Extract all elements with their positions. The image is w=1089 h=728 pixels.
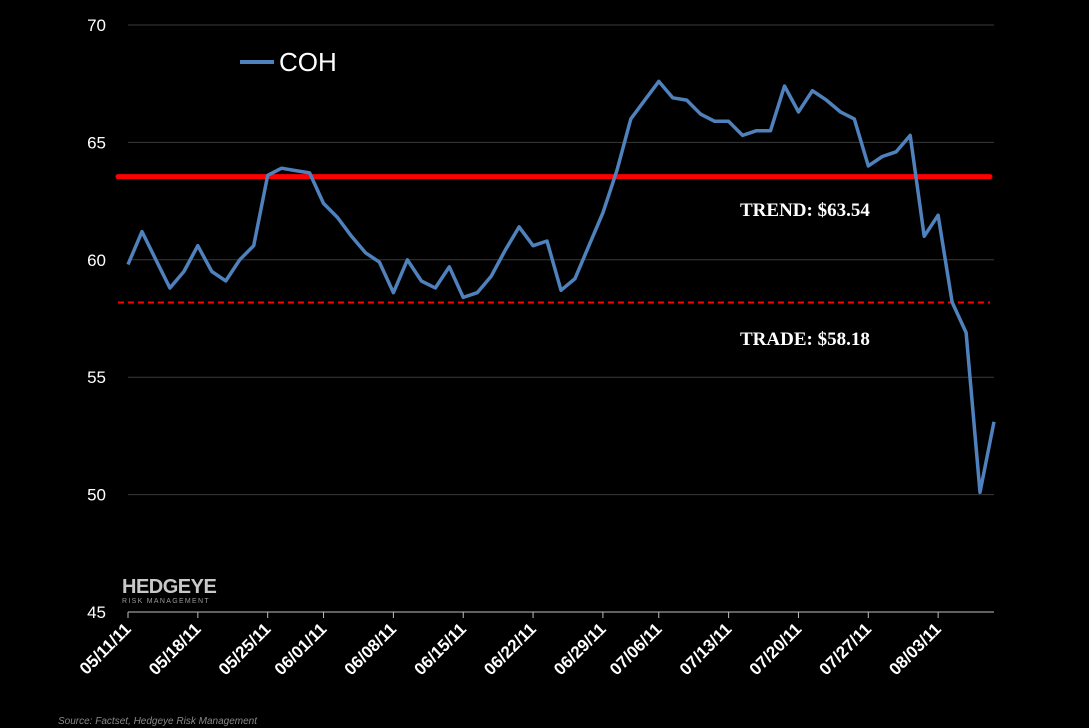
y-tick-label-70: 70 bbox=[87, 16, 106, 35]
y-axis: 45 50 55 60 65 70 bbox=[87, 16, 994, 622]
series-line-coh bbox=[126, 79, 996, 495]
logo-main-text: HEDGEYE bbox=[122, 576, 216, 598]
reference-lines bbox=[115, 174, 993, 304]
legend: COH bbox=[240, 47, 337, 77]
y-tick-label-65: 65 bbox=[87, 133, 106, 152]
y-tick-label-55: 55 bbox=[87, 368, 106, 387]
legend-label-coh: COH bbox=[279, 47, 337, 77]
trend-annotation: TREND: $63.54 bbox=[740, 200, 870, 221]
hedgeye-logo: HEDGEYE RISK MANAGEMENT bbox=[122, 576, 217, 605]
y-tick-label-60: 60 bbox=[87, 251, 106, 270]
trade-annotation: TRADE: $58.18 bbox=[740, 329, 870, 350]
y-tick-label-45: 45 bbox=[87, 603, 106, 622]
series-layer bbox=[126, 79, 996, 495]
logo-sub-text: RISK MANAGEMENT bbox=[122, 598, 210, 605]
y-tick-label-50: 50 bbox=[87, 486, 106, 505]
source-note: Source: Factset, Hedgeye Risk Management bbox=[58, 716, 258, 727]
grid-lines bbox=[128, 24, 994, 496]
